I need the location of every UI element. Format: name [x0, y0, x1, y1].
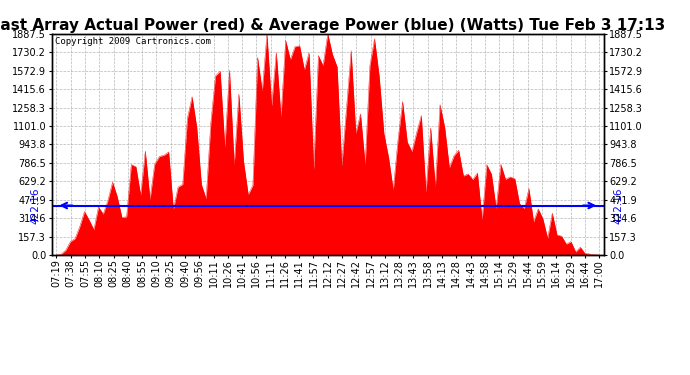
Text: 422.16: 422.16 — [613, 187, 623, 224]
Text: Copyright 2009 Cartronics.com: Copyright 2009 Cartronics.com — [55, 37, 210, 46]
Text: 422.16: 422.16 — [30, 187, 40, 224]
Title: East Array Actual Power (red) & Average Power (blue) (Watts) Tue Feb 3 17:13: East Array Actual Power (red) & Average … — [0, 18, 665, 33]
